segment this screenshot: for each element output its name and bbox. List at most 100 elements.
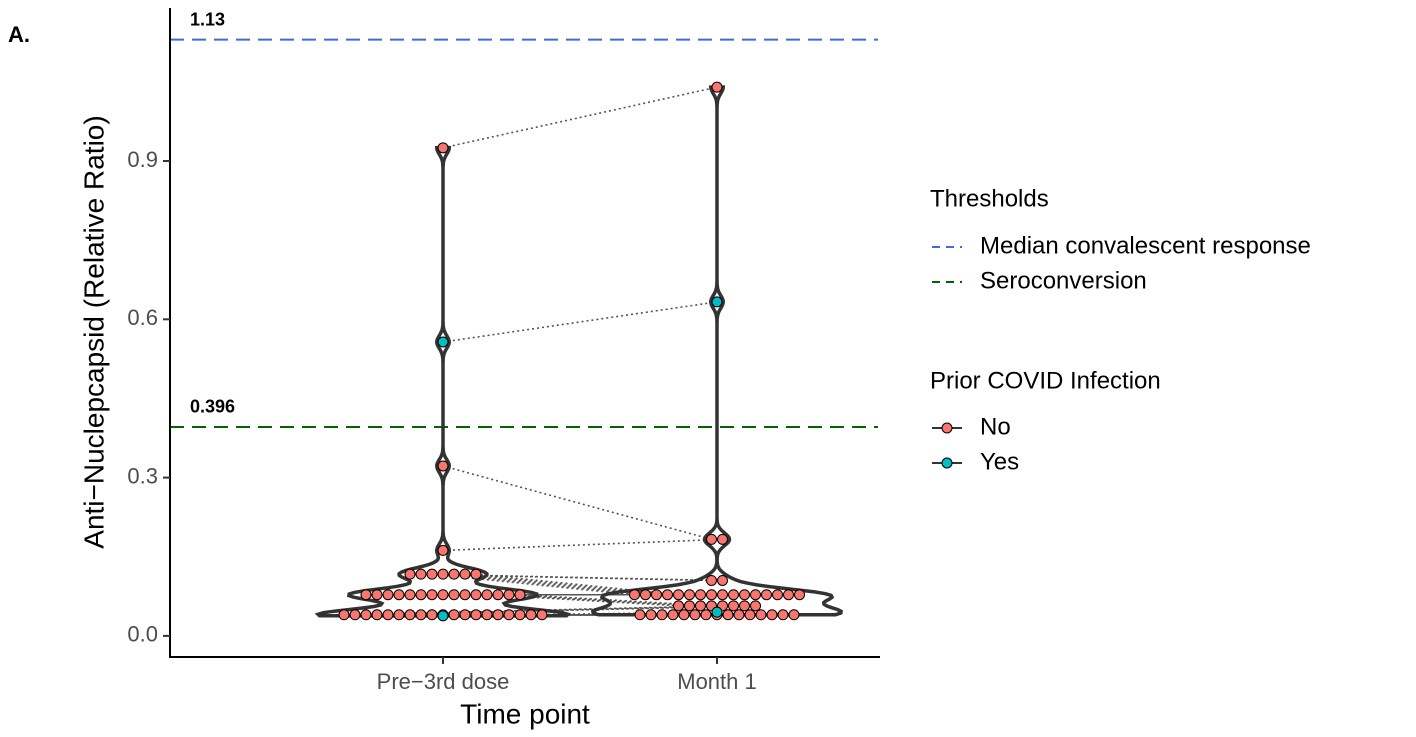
- point: [382, 609, 394, 621]
- point: [393, 589, 405, 601]
- point: [678, 609, 690, 621]
- point: [349, 609, 361, 621]
- point: [673, 589, 684, 601]
- point: [459, 568, 471, 580]
- legend-label: Median convalescent response: [980, 232, 1311, 259]
- point: [722, 609, 734, 621]
- point: [371, 589, 383, 601]
- point: [645, 609, 657, 621]
- point: [382, 589, 394, 601]
- y-tick-label: 0.9: [127, 147, 158, 172]
- point: [739, 589, 750, 601]
- pair-line: [442, 538, 723, 552]
- point: [629, 589, 640, 601]
- point: [437, 460, 449, 472]
- point: [470, 589, 482, 601]
- legend-key: [941, 457, 953, 469]
- point: [525, 609, 537, 621]
- point: [761, 589, 772, 601]
- point: [492, 589, 504, 601]
- point: [393, 609, 405, 621]
- legend-label: No: [980, 413, 1011, 440]
- legend-key: [941, 422, 953, 434]
- point: [695, 589, 706, 601]
- point: [437, 544, 449, 556]
- point: [794, 589, 805, 601]
- point: [448, 589, 460, 601]
- point: [492, 609, 504, 621]
- point: [750, 600, 761, 612]
- y-tick-label: 0.6: [127, 305, 158, 330]
- pair-line: [519, 593, 712, 607]
- pair-line: [475, 573, 679, 596]
- violin: [314, 146, 572, 618]
- point: [706, 574, 717, 586]
- point: [733, 609, 745, 621]
- point: [744, 609, 756, 621]
- point: [711, 296, 723, 308]
- point: [437, 589, 449, 601]
- point: [481, 589, 493, 601]
- point: [684, 600, 695, 612]
- pair-line: [431, 573, 635, 596]
- point: [667, 609, 679, 621]
- point: [783, 589, 794, 601]
- point: [415, 568, 427, 580]
- pair-line: [354, 605, 734, 616]
- point: [728, 589, 739, 601]
- point: [634, 609, 646, 621]
- point: [338, 609, 350, 621]
- point: [426, 609, 438, 621]
- point: [371, 609, 383, 621]
- point: [481, 609, 493, 621]
- point: [717, 574, 728, 586]
- point: [656, 609, 668, 621]
- point: [470, 568, 482, 580]
- x-tick-label: Month 1: [677, 669, 757, 694]
- y-axis-title: Anti−Nuclepcapsid (Relative Ratio): [78, 115, 109, 548]
- threshold-label: 1.13: [190, 9, 225, 29]
- point: [728, 600, 739, 612]
- point: [415, 589, 427, 601]
- point: [360, 589, 372, 601]
- point: [404, 609, 416, 621]
- x-axis-title: Time point: [460, 698, 590, 729]
- point: [448, 609, 460, 621]
- point: [415, 609, 427, 621]
- point: [437, 336, 449, 348]
- pair-line: [442, 86, 718, 149]
- point: [536, 609, 548, 621]
- point: [437, 142, 449, 154]
- panel-label: A.: [8, 22, 30, 47]
- point: [739, 600, 750, 612]
- point: [662, 589, 673, 601]
- point: [470, 609, 482, 621]
- legend-title: Thresholds: [930, 185, 1049, 212]
- point: [673, 600, 684, 612]
- pair-line: [442, 465, 712, 541]
- point: [404, 589, 416, 601]
- y-tick-label: 0.0: [127, 622, 158, 647]
- point: [426, 568, 438, 580]
- x-tick-label: Pre−3rd dose: [377, 669, 510, 694]
- violin: [590, 85, 844, 617]
- point: [695, 600, 706, 612]
- point: [426, 589, 438, 601]
- point: [514, 589, 526, 601]
- point: [788, 609, 800, 621]
- point: [437, 568, 449, 580]
- point: [755, 609, 767, 621]
- point: [706, 533, 717, 545]
- legend-title: Prior COVID Infection: [930, 367, 1161, 394]
- point: [772, 589, 783, 601]
- point: [700, 609, 712, 621]
- point: [459, 589, 471, 601]
- point: [404, 568, 416, 580]
- point: [437, 610, 449, 622]
- threshold-label: 0.396: [190, 397, 235, 417]
- point: [503, 589, 515, 601]
- pair-line: [343, 605, 723, 616]
- point: [750, 589, 761, 601]
- plot-area: 1.13 0.396: [170, 9, 878, 622]
- point: [717, 533, 728, 545]
